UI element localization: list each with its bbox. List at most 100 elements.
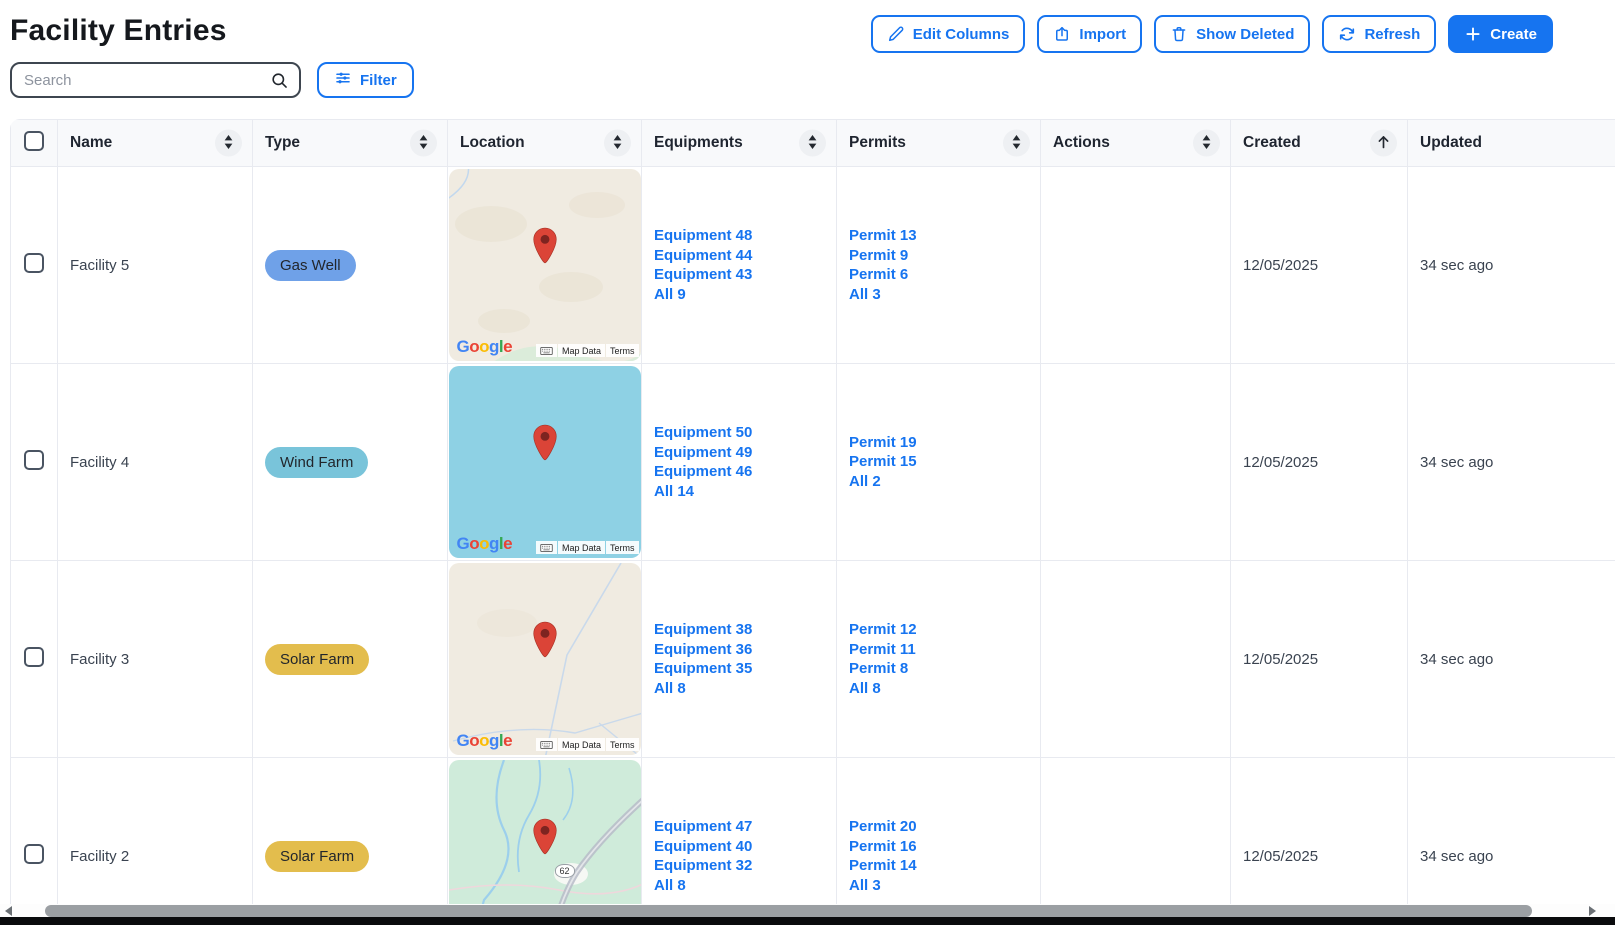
type-badge: Solar Farm	[265, 643, 370, 675]
permit-link[interactable]: Permit 20	[849, 818, 917, 835]
col-header-actions: Actions	[1040, 119, 1231, 167]
equipment-link[interactable]: All 8	[654, 876, 686, 894]
permit-link[interactable]: Permit 19	[849, 433, 917, 451]
map-data-label[interactable]: Map Data	[557, 344, 605, 357]
google-logo: Google	[456, 731, 513, 750]
map-data-label[interactable]: Map Data	[557, 738, 605, 751]
equipment-link[interactable]: Equipment 44	[654, 246, 753, 264]
equipment-link[interactable]: Equipment 48	[654, 227, 753, 244]
sort-permits-button[interactable]	[1003, 129, 1030, 157]
equipment-link[interactable]: Equipment 36	[654, 640, 753, 658]
facility-name: Facility 3	[70, 650, 130, 668]
keyboard-icon	[535, 541, 557, 554]
col-header-updated: Updated	[1407, 119, 1615, 167]
col-header-equipments: Equipments	[641, 119, 837, 167]
equipment-link[interactable]: Equipment 40	[654, 837, 753, 855]
equipments-list: Equipment 47 Equipment 40 Equipment 32 All …	[642, 817, 836, 895]
scroll-left-arrow[interactable]	[5, 906, 12, 916]
equipment-link[interactable]: Equipment 35	[654, 660, 753, 677]
terms-link[interactable]: Terms	[606, 344, 639, 357]
keyboard-icon	[535, 344, 557, 357]
scroll-right-arrow[interactable]	[1589, 906, 1596, 916]
created-date: 12/05/2025	[1243, 453, 1319, 471]
sort-both-icon	[418, 134, 429, 152]
map-thumbnail[interactable]: Google Map Data Terms	[448, 169, 641, 361]
pencil-icon	[887, 25, 905, 43]
facility-table: Name Type Location Equipments Permits Actions…	[10, 119, 1615, 907]
sort-both-icon	[223, 134, 234, 152]
permit-link[interactable]: Permit 8	[849, 660, 909, 677]
updated-time: 34 sec ago	[1420, 256, 1494, 274]
permit-link[interactable]: All 3	[849, 876, 881, 894]
row-checkbox[interactable]	[24, 450, 44, 470]
scrollbar-thumb[interactable]	[45, 905, 1532, 917]
refresh-icon	[1338, 25, 1356, 43]
plus-icon	[1464, 25, 1482, 43]
permits-list: Permit 13 Permit 9 Permit 6 All 3	[837, 226, 1040, 304]
col-header-location: Location	[447, 119, 642, 167]
sort-actions-button[interactable]	[1193, 129, 1220, 157]
map-data-label[interactable]: Map Data	[557, 541, 605, 554]
show-deleted-button[interactable]: Show Deleted	[1154, 15, 1311, 53]
permit-link[interactable]: Permit 13	[849, 227, 917, 244]
create-button[interactable]: Create	[1448, 15, 1553, 53]
sort-location-button[interactable]	[604, 129, 631, 157]
row-checkbox[interactable]	[24, 844, 44, 864]
map-thumbnail[interactable]: Google Map Data Terms	[448, 563, 641, 755]
sort-equipments-button[interactable]	[799, 129, 826, 157]
terms-link[interactable]: Terms	[606, 738, 639, 751]
equipment-link[interactable]: All 9	[654, 285, 686, 303]
equipment-link[interactable]: Equipment 46	[654, 463, 753, 480]
permit-link[interactable]: All 8	[849, 679, 881, 697]
map-thumbnail[interactable]: 62Google Map Data Terms	[448, 760, 641, 907]
refresh-label: Refresh	[1364, 25, 1421, 43]
google-logo: Google	[456, 337, 513, 356]
sort-type-button[interactable]	[410, 129, 437, 157]
refresh-button[interactable]: Refresh	[1322, 15, 1437, 53]
google-logo: Google	[456, 534, 513, 553]
filter-button[interactable]: Filter	[317, 62, 414, 98]
permit-link[interactable]: Permit 11	[849, 640, 916, 658]
equipment-link[interactable]: Equipment 50	[654, 424, 753, 441]
row-checkbox[interactable]	[24, 253, 44, 273]
table-header-row: Name Type Location Equipments Permits Actions…	[10, 119, 1615, 167]
search-input[interactable]	[12, 71, 270, 89]
col-header-type: Type	[252, 119, 448, 167]
import-button[interactable]: Import	[1037, 15, 1143, 53]
permit-link[interactable]: Permit 16	[849, 837, 917, 855]
equipment-link[interactable]: Equipment 49	[654, 443, 753, 461]
filter-label: Filter	[360, 71, 397, 89]
equipment-link[interactable]: Equipment 47	[654, 818, 753, 835]
permit-link[interactable]: Permit 12	[849, 621, 917, 638]
equipment-link[interactable]: Equipment 38	[654, 621, 753, 638]
actions-cell	[1040, 757, 1231, 907]
row-checkbox[interactable]	[24, 647, 44, 667]
equipment-link[interactable]: All 8	[654, 679, 686, 697]
permit-link[interactable]: Permit 15	[849, 453, 917, 471]
permit-link[interactable]: Permit 6	[849, 266, 909, 283]
select-all-checkbox[interactable]	[24, 130, 44, 151]
map-thumbnail[interactable]: Google Map Data Terms	[448, 366, 641, 558]
page-title: Facility Entries	[10, 14, 227, 47]
facility-name: Facility 2	[70, 847, 130, 865]
terms-link[interactable]: Terms	[606, 541, 639, 554]
sort-name-button[interactable]	[215, 129, 242, 157]
table-row: Facility 5 Gas Well Google Map Data Terms…	[10, 166, 1615, 364]
filter-icon	[334, 69, 352, 91]
search-box	[10, 62, 301, 98]
permit-link[interactable]: Permit 14	[849, 857, 917, 874]
permit-link[interactable]: Permit 9	[849, 246, 909, 264]
edit-columns-button[interactable]: Edit Columns	[870, 15, 1026, 53]
col-label-equipments: Equipments	[654, 134, 743, 151]
equipment-link[interactable]: All 14	[654, 482, 695, 500]
permits-list: Permit 12 Permit 11 Permit 8 All 8	[837, 620, 1040, 698]
route-shield: 62	[554, 864, 575, 878]
table-row: Facility 2 Solar Farm 62Google Map Data T…	[10, 757, 1615, 907]
sort-created-button[interactable]	[1370, 129, 1397, 157]
permit-link[interactable]: All 2	[849, 472, 881, 490]
col-label-created: Created	[1243, 134, 1301, 151]
equipment-link[interactable]: Equipment 43	[654, 266, 753, 283]
equipment-link[interactable]: Equipment 32	[654, 857, 753, 874]
permit-link[interactable]: All 3	[849, 285, 881, 303]
toolbar-actions: Edit Columns Import Show Deleted Refresh Cre…	[870, 15, 1553, 53]
